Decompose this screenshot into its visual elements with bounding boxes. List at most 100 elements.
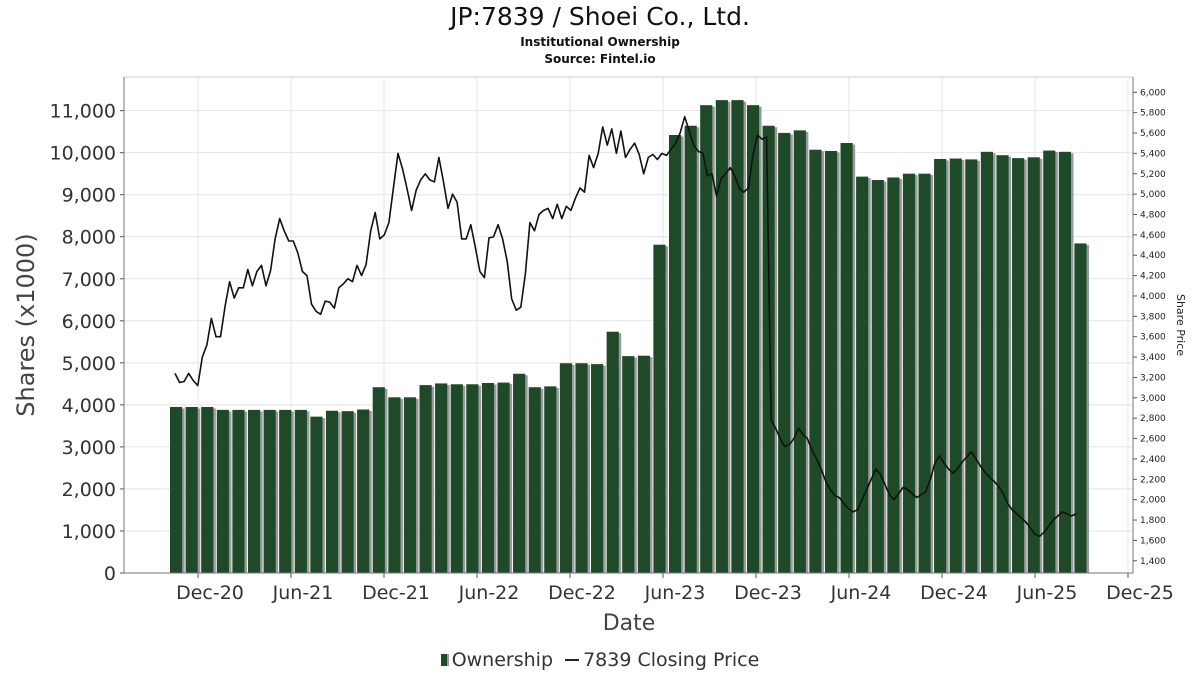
y2-tick-label: 5,200 xyxy=(1140,170,1166,180)
ownership-bar xyxy=(1074,243,1087,574)
ownership-bar xyxy=(1043,150,1056,573)
ownership-bar xyxy=(637,355,650,573)
y2-tick-label: 3,600 xyxy=(1140,333,1166,343)
y2-tick-label: 5,400 xyxy=(1140,149,1166,159)
y-axis-label: Shares (x1000) xyxy=(12,233,40,416)
ownership-bar xyxy=(341,411,354,573)
y2-tick-label: 1,800 xyxy=(1140,516,1166,526)
ownership-bar xyxy=(622,356,635,573)
x-tick-label: Dec-25 xyxy=(1106,582,1174,604)
legend-ownership-label: Ownership xyxy=(451,648,554,671)
x-tick-label: Dec-23 xyxy=(734,582,802,604)
ownership-bar xyxy=(185,406,198,573)
ownership-bar xyxy=(824,150,838,573)
y2-tick-label: 3,200 xyxy=(1140,373,1166,383)
x-tick-label: Jun-23 xyxy=(644,582,706,604)
ownership-bar xyxy=(263,409,276,573)
chart-source: Source: Fintel.io xyxy=(544,52,656,66)
y-tick-label: 10,000 xyxy=(50,143,116,165)
x-tick-label: Jun-22 xyxy=(458,582,520,604)
y2-tick-label: 2,600 xyxy=(1140,435,1166,445)
y-tick-label: 4,000 xyxy=(62,395,116,417)
ownership-bar xyxy=(325,410,339,573)
y2-tick-label: 3,400 xyxy=(1140,353,1166,363)
y-tick-label: 1,000 xyxy=(62,521,116,543)
y2-tick-label: 2,200 xyxy=(1140,475,1166,485)
x-tick-label: Jun-25 xyxy=(1016,582,1078,604)
ownership-bar xyxy=(481,383,495,573)
y2-tick-label: 2,400 xyxy=(1140,455,1166,465)
ownership-bar xyxy=(840,142,853,573)
legend-item-price: 7839 Closing Price xyxy=(559,649,759,671)
x-axis-label: Date xyxy=(603,611,656,636)
ownership-bar xyxy=(715,100,728,573)
ownership-bar xyxy=(403,397,417,573)
price-line-group xyxy=(174,115,1077,538)
y2-tick-label: 1,400 xyxy=(1140,557,1166,567)
ownership-bar xyxy=(294,409,307,573)
y2-tick-label: 3,800 xyxy=(1140,312,1166,322)
ownership-bar xyxy=(232,409,245,573)
y-tick-label: 0 xyxy=(104,563,116,585)
y-tick-label: 8,000 xyxy=(62,227,116,249)
ownership-bar xyxy=(591,364,604,573)
chart-title: JP:7839 / Shoei Co., Ltd. xyxy=(450,2,750,31)
ownership-bar xyxy=(216,409,229,573)
y2-tick-label: 6,000 xyxy=(1140,88,1166,98)
ownership-bar xyxy=(793,130,806,573)
ownership-bar xyxy=(310,416,323,573)
x-tick-label: Dec-20 xyxy=(176,582,244,604)
price-line xyxy=(174,115,1077,538)
y-tick-label: 2,000 xyxy=(62,479,116,501)
y2-tick-label: 5,800 xyxy=(1140,109,1166,119)
ownership-bar xyxy=(934,158,947,573)
x-tick-label: Dec-22 xyxy=(548,582,616,604)
x-tick-label: Jun-21 xyxy=(272,582,334,604)
y2-tick-label: 4,600 xyxy=(1140,231,1166,241)
y-tick-label: 6,000 xyxy=(62,311,116,333)
ownership-bar xyxy=(497,382,510,573)
ownership-bar xyxy=(762,125,775,573)
ownership-bar xyxy=(528,387,541,573)
y2-tick-label: 4,000 xyxy=(1140,292,1166,302)
ownership-bar xyxy=(606,331,619,573)
chart-subtitle: Institutional Ownership xyxy=(520,35,680,49)
ownership-bar xyxy=(653,244,666,573)
y2-tick-label: 3,000 xyxy=(1140,394,1166,404)
ownership-bar xyxy=(1012,158,1025,573)
x-tick-label: Dec-24 xyxy=(920,582,988,604)
ownership-bar xyxy=(279,409,292,573)
axes: 0 1,000 2,000 3,000 4,000 5,000 6,000 7,000 8,00… xyxy=(50,77,1174,604)
legend: Ownership 7839 Closing Price xyxy=(0,648,1200,671)
x-tick-label: Jun-24 xyxy=(830,582,892,604)
ownership-bars xyxy=(170,100,1090,574)
ownership-bar xyxy=(1027,157,1040,574)
ownership-bar xyxy=(668,135,682,573)
y-tick-label: 9,000 xyxy=(62,185,116,207)
ownership-bar xyxy=(996,155,1009,573)
y-tick-label: 5,000 xyxy=(62,353,116,375)
y-tick-label: 11,000 xyxy=(50,101,116,123)
y2-tick-label: 2,000 xyxy=(1140,496,1166,506)
ownership-bar xyxy=(871,179,884,574)
ownership-bar xyxy=(201,406,214,573)
ownership-bar xyxy=(1058,151,1071,573)
y2-axis-label: Share Price xyxy=(1174,294,1187,356)
legend-bar-swatch xyxy=(440,654,449,666)
ownership-bar xyxy=(247,409,261,573)
ownership-bar xyxy=(887,177,900,574)
y2-tick-label: 1,600 xyxy=(1140,536,1166,546)
ownership-bar xyxy=(902,173,916,573)
legend-price-label: 7839 Closing Price xyxy=(583,648,760,671)
ownership-bar xyxy=(700,105,713,573)
ownership-bar xyxy=(450,384,463,573)
y2-tick-label: 4,800 xyxy=(1140,210,1166,220)
ownership-bar xyxy=(949,158,962,573)
ownership-bar xyxy=(513,373,526,573)
ownership-bar xyxy=(731,100,744,573)
ownership-bar xyxy=(684,125,697,573)
ownership-bar xyxy=(746,105,760,573)
y2-tick-label: 2,800 xyxy=(1140,414,1166,424)
y2-tick-label: 5,000 xyxy=(1140,190,1166,200)
y-tick-label: 7,000 xyxy=(62,269,116,291)
